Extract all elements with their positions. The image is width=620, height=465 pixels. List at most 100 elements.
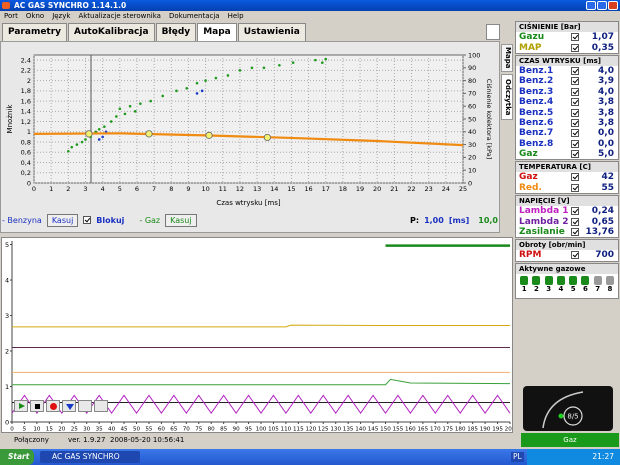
clear-button[interactable]: Kasuj (46, 213, 79, 227)
maximize-button[interactable] (597, 1, 607, 10)
side-tab[interactable]: Mapa (501, 44, 513, 72)
param-row: RPM 700 (516, 250, 618, 260)
injector-number: 7 (595, 284, 601, 293)
injector-icon (544, 275, 553, 285)
param-checkbox[interactable] (571, 118, 579, 127)
param-checkbox[interactable] (571, 150, 579, 159)
play-button[interactable] (14, 400, 28, 412)
param-checkbox[interactable] (571, 98, 579, 107)
y-tick-label: 2 (5, 347, 9, 355)
param-value: 4,0 (598, 86, 614, 97)
param-checkbox[interactable] (571, 251, 579, 260)
trace-line (12, 324, 510, 328)
x-tick-label: 15 (46, 427, 54, 433)
map-point (118, 107, 122, 111)
x-tick-label: 120 (305, 427, 316, 433)
prev-button[interactable] (78, 400, 92, 412)
param-label: Benz.6 (519, 117, 554, 128)
x-tick-label: 20 (373, 185, 381, 193)
param-checkbox[interactable] (571, 129, 579, 138)
map-panel: 0 1 2 3 4 5 6 7 8 9 10 11 12 13 14 15 16 17 18 19 20 21 22 23 24… (0, 41, 500, 233)
section-title: CIŚNIENIE [Bar] (516, 22, 618, 32)
start-button[interactable]: Start (0, 449, 34, 465)
y-tick-label: 1,8 (21, 87, 31, 95)
map-point (109, 120, 113, 123)
injector-icon (605, 275, 614, 285)
injector-icon (520, 275, 529, 285)
y-tick-label: 2 (27, 77, 31, 85)
param-checkbox[interactable] (571, 108, 579, 117)
window-title: AC GAS SYNCHRO 1.14.1.0 (14, 1, 127, 10)
map-chart: 0 1 2 3 4 5 6 7 8 9 10 11 12 13 14 15 16 17 18 19 20 21 22 23 24… (6, 51, 493, 207)
param-checkbox[interactable] (571, 183, 579, 192)
close-button[interactable] (608, 1, 618, 10)
menu-item[interactable]: Dokumentacja (168, 12, 220, 20)
map-point (80, 140, 84, 144)
param-checkbox[interactable] (571, 217, 579, 226)
x-tick-label: 125 (318, 427, 329, 433)
x-tick-label: 0 (10, 427, 14, 433)
x-tick-label: 40 (108, 427, 116, 433)
stop-button[interactable] (30, 400, 44, 412)
menu-item[interactable]: Okno (25, 12, 45, 20)
param-checkbox[interactable] (571, 228, 579, 237)
map-line (33, 132, 464, 147)
clear-button[interactable]: Kasuj (165, 213, 197, 227)
param-checkbox[interactable] (571, 173, 579, 182)
lock-checkbox[interactable] (83, 216, 92, 224)
y-tick-label: 0 (27, 179, 31, 187)
link-button[interactable] (486, 24, 500, 40)
injector: 6 (581, 275, 590, 293)
x-tick-label: 170 (430, 427, 441, 433)
y2-axis-label: Ciśnienie kolektora [kPa] (485, 79, 493, 159)
param-checkbox[interactable] (571, 33, 579, 42)
tab[interactable]: Mapa (197, 23, 237, 41)
param-checkbox[interactable] (571, 43, 579, 52)
injector-number: 5 (570, 284, 576, 293)
x-tick-label: 140 (355, 427, 366, 433)
y-tick-label: 1,2 (21, 118, 31, 126)
x-tick-label: 95 (245, 427, 253, 433)
side-tab[interactable]: Odczytka (501, 74, 513, 120)
tab[interactable]: AutoKalibracja (68, 23, 155, 41)
param-checkbox[interactable] (571, 66, 579, 75)
x-tick-label: 175 (442, 427, 453, 433)
tab[interactable]: Błędy (155, 23, 197, 41)
x-tick-label: 1 (49, 185, 53, 193)
taskbar-app[interactable]: AC GAS SYNCHRO (40, 451, 140, 463)
p-value: 1,00 (424, 215, 444, 225)
minimize-button[interactable] (586, 1, 596, 10)
map-point (205, 131, 213, 139)
x-tick-label: 75 (195, 427, 203, 433)
tab[interactable]: Parametry (2, 23, 68, 41)
y2-tick-label: 20 (468, 154, 476, 162)
download-button[interactable] (62, 400, 76, 412)
param-checkbox[interactable] (571, 87, 579, 96)
map-point (101, 135, 104, 139)
x-tick-label: 7 (152, 185, 156, 193)
menu-item[interactable]: Help (227, 12, 244, 20)
language[interactable]: PL (511, 452, 524, 462)
param-checkbox[interactable] (571, 139, 579, 148)
menu-item[interactable]: Port (4, 12, 18, 20)
x-tick-label: 24 (442, 185, 450, 193)
status-bar: Połączony ver. 1.9.27 2008-05-20 10:56:4… (0, 433, 620, 447)
param-checkbox[interactable] (571, 77, 579, 86)
section-title: NAPIĘCIE [V] (516, 196, 618, 207)
injector: 1 (520, 275, 529, 293)
next-button[interactable] (94, 400, 108, 412)
version: ver. 1.9.27 (68, 436, 106, 444)
x-tick-label: 4 (101, 185, 105, 193)
menu-item[interactable]: Język (52, 12, 71, 20)
x-tick-label: 23 (425, 185, 433, 193)
title-bar: AC GAS SYNCHRO 1.14.1.0 (0, 0, 620, 11)
menu-item[interactable]: Aktualizacje sterownika (78, 12, 161, 20)
param-value: 5,0 (598, 149, 614, 160)
param-checkbox[interactable] (571, 207, 579, 216)
y2-tick-label: 100 (468, 51, 480, 59)
y2-tick-label: 60 (468, 103, 476, 111)
param-value: 0,35 (591, 42, 614, 53)
player-controls (14, 400, 108, 412)
record-button[interactable] (46, 400, 60, 412)
tab[interactable]: Ustawienia (237, 23, 306, 41)
